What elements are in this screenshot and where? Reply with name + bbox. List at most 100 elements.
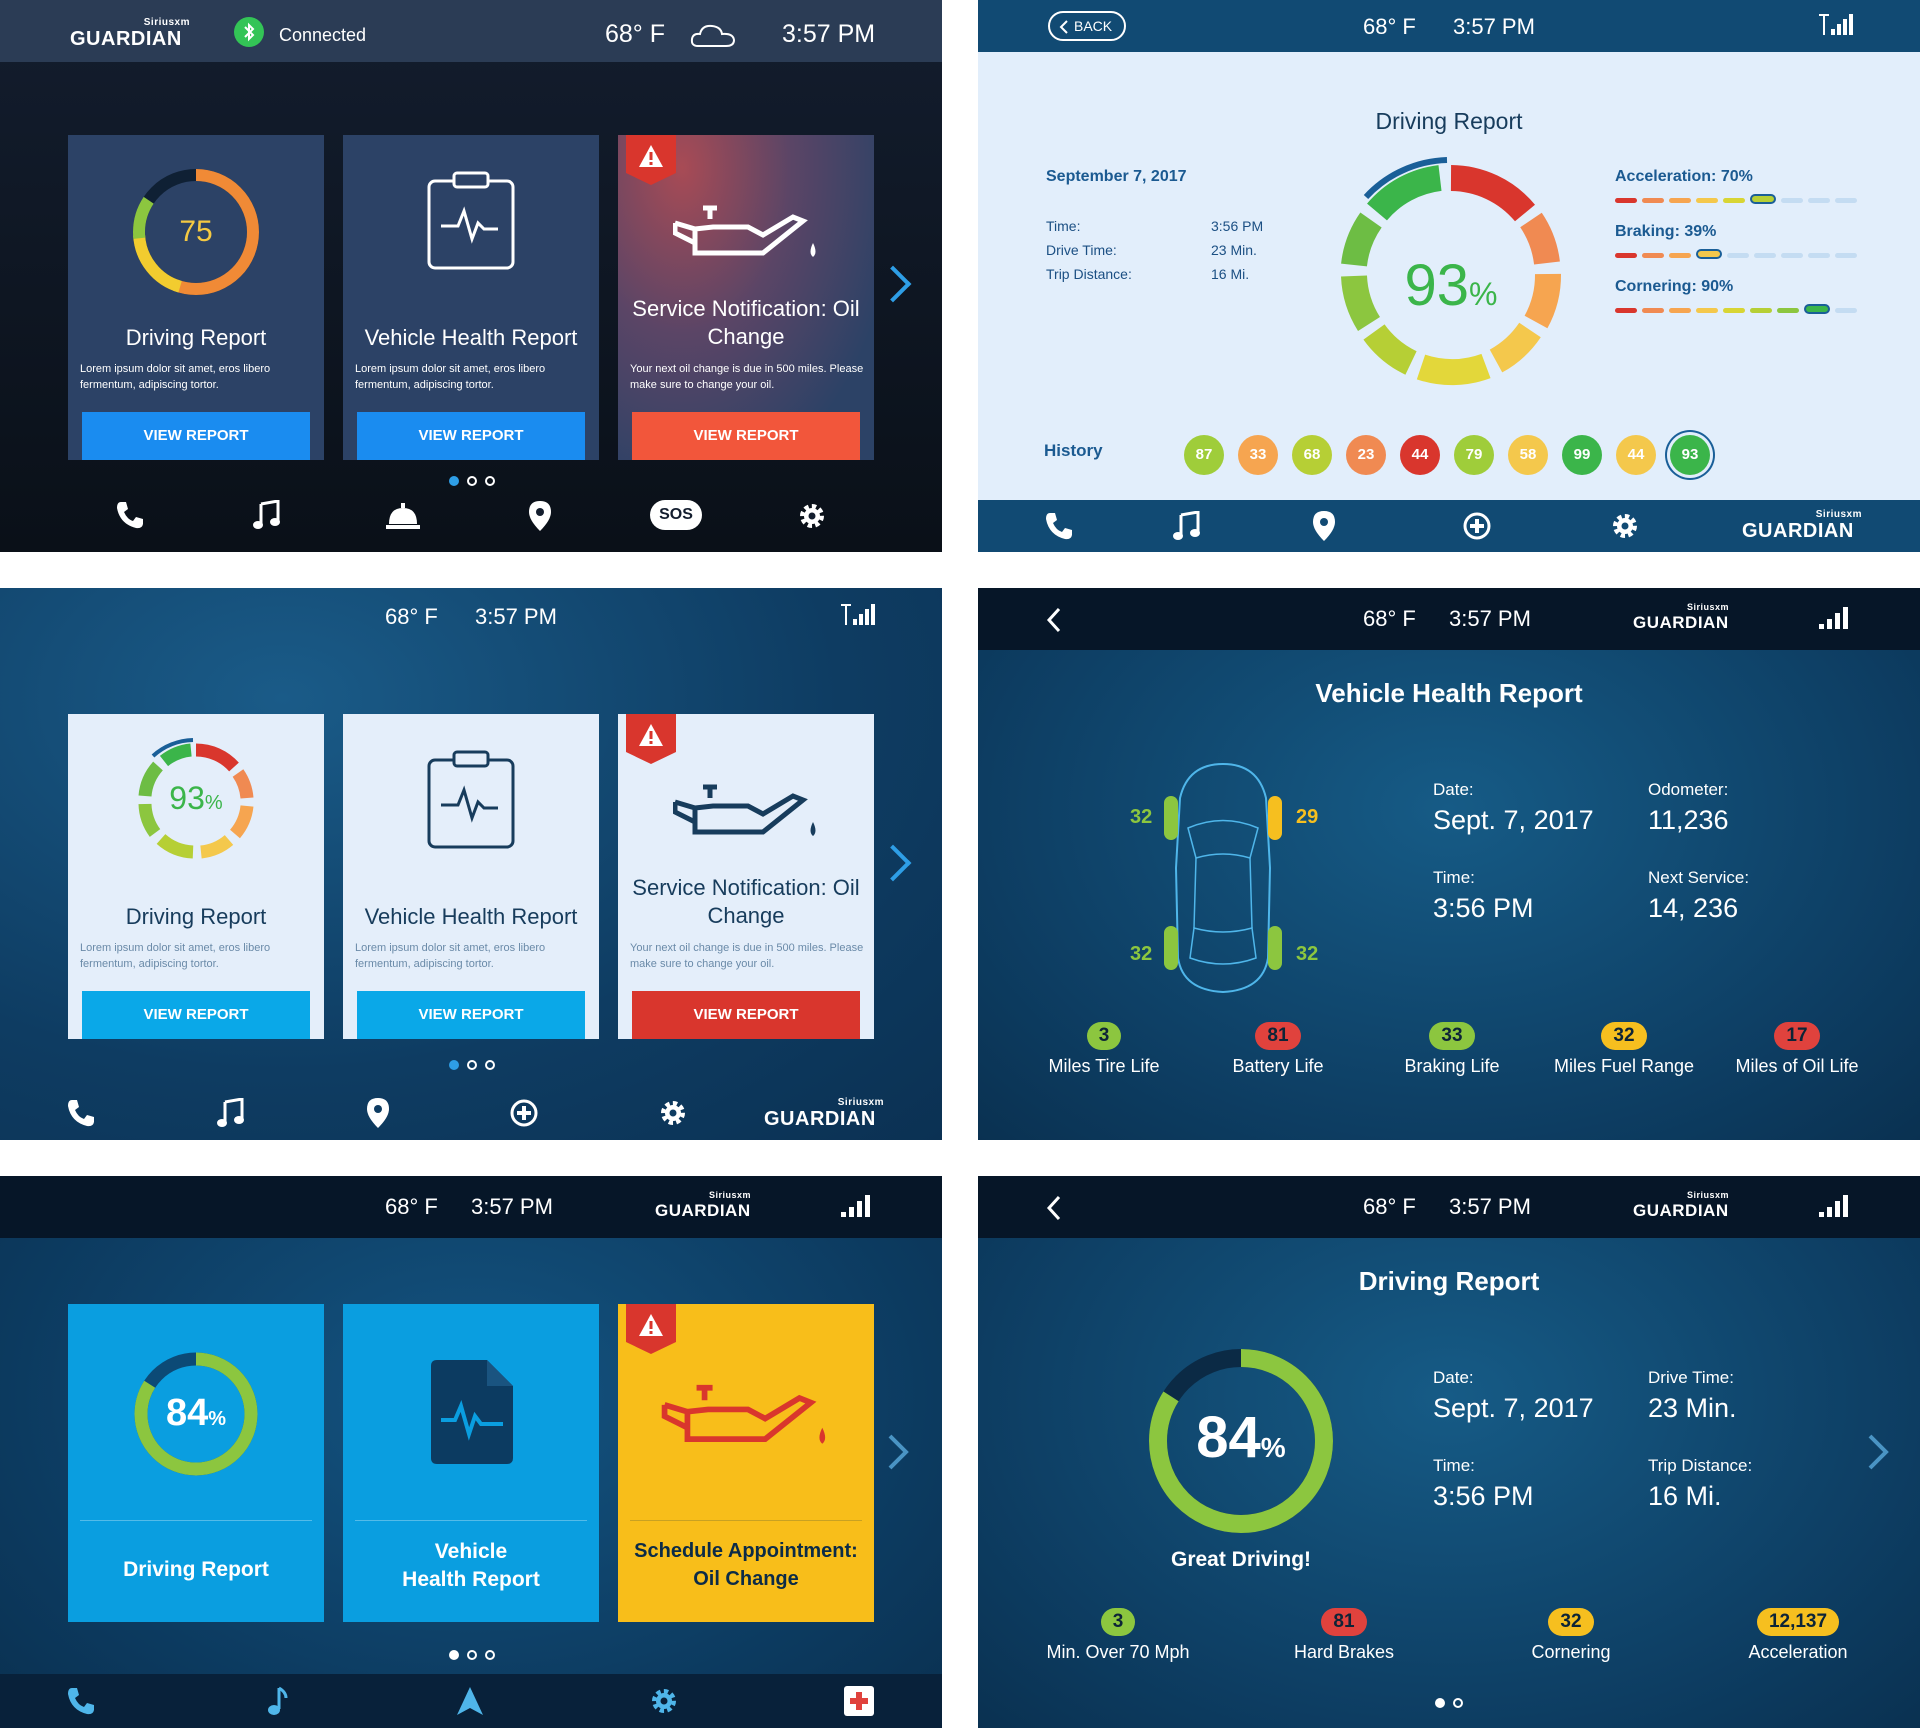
oil-change-card[interactable]: Service Notification: Oil Change Your ne…	[618, 135, 874, 460]
location-pin-icon[interactable]	[366, 1097, 390, 1129]
logo-small-text: Siriusxm	[837, 1097, 884, 1108]
add-circle-icon[interactable]	[1462, 511, 1492, 541]
page-dot[interactable]	[467, 1060, 477, 1070]
page-dot[interactable]	[1453, 1698, 1463, 1708]
metric-segment	[1669, 198, 1691, 203]
schedule-appointment-tile[interactable]: Schedule Appointment: Oil Change	[618, 1304, 874, 1622]
page-dot[interactable]	[449, 1060, 459, 1070]
next-page-chevron-icon[interactable]	[886, 1432, 910, 1472]
logo-name-text: GUARDIAN	[655, 1201, 751, 1220]
back-label: BACK	[1074, 18, 1113, 34]
view-report-button[interactable]: VIEW REPORT	[632, 412, 860, 460]
driving-report-card[interactable]: 93% Driving Report Lorem ipsum dolor sit…	[68, 714, 324, 1039]
add-circle-icon[interactable]	[509, 1098, 539, 1128]
connection-status: Connected	[279, 25, 367, 45]
status-bar: 68° F 3:57 PM Siriusxm GUARDIAN	[978, 588, 1920, 650]
vehicle-health-card[interactable]: Vehicle Health Report Lorem ipsum dolor …	[343, 714, 599, 1039]
page-dot[interactable]	[449, 476, 459, 486]
metric-segment	[1615, 198, 1637, 203]
view-report-button[interactable]: VIEW REPORT	[82, 991, 310, 1039]
page-indicator[interactable]	[1435, 1698, 1463, 1708]
vehicle-health-tile[interactable]: Vehicle Health Report	[343, 1304, 599, 1622]
page-indicator[interactable]	[449, 1060, 495, 1070]
page-dot[interactable]	[449, 1650, 459, 1660]
medical-cross-icon[interactable]	[844, 1686, 874, 1716]
concierge-bell-icon[interactable]	[385, 500, 421, 530]
logo-small-text: Siriusxm	[1686, 602, 1729, 612]
temperature: 68° F	[605, 20, 666, 48]
panel-driving-report-detail: 68° F 3:57 PM Siriusxm GUARDIAN Driving …	[978, 1176, 1920, 1728]
history-score[interactable]: 33	[1238, 435, 1278, 475]
view-report-button[interactable]: VIEW REPORT	[357, 991, 585, 1039]
page-title: Vehicle Health Report	[1315, 678, 1583, 708]
view-report-button[interactable]: VIEW REPORT	[632, 991, 860, 1039]
back-chevron-icon[interactable]	[1046, 607, 1062, 633]
stat-label: Acceleration	[1748, 1642, 1848, 1662]
driving-report-card[interactable]: 75 Driving Report Lorem ipsum dolor sit …	[68, 135, 324, 460]
next-page-chevron-icon[interactable]	[874, 265, 912, 303]
phone-icon[interactable]	[115, 500, 145, 530]
driving-report-tile[interactable]: 84% Driving Report	[68, 1304, 324, 1622]
phone-icon[interactable]	[66, 1686, 96, 1716]
stat-value-pill: 3	[1100, 1608, 1136, 1636]
phone-icon[interactable]	[1044, 511, 1074, 541]
history-score[interactable]: 79	[1454, 435, 1494, 475]
navigation-arrow-icon[interactable]	[456, 1686, 484, 1716]
view-report-button[interactable]: VIEW REPORT	[82, 412, 310, 460]
page-dot[interactable]	[485, 476, 495, 486]
stat-value-pill: 3	[1086, 1022, 1122, 1050]
signal-strength-icon	[841, 1195, 870, 1217]
oil-change-card[interactable]: Service Notification: Oil Change Your ne…	[618, 714, 874, 1039]
metric-label: Acceleration: 70%	[1615, 168, 1753, 185]
guardian-logo: Siriusxm GUARDIAN	[1633, 602, 1729, 633]
phone-icon[interactable]	[66, 1098, 96, 1128]
location-pin-icon[interactable]	[528, 500, 552, 532]
view-report-button[interactable]: VIEW REPORT	[357, 412, 585, 460]
score-number: 84	[1196, 1405, 1261, 1470]
settings-gear-icon[interactable]	[649, 1686, 679, 1716]
page-title: Driving Report	[1375, 108, 1523, 134]
status-bar: BACK 68° F 3:57 PM	[978, 0, 1920, 52]
music-icon[interactable]	[252, 500, 280, 530]
music-note-icon[interactable]	[264, 1686, 288, 1716]
history-score[interactable]: 93	[1670, 435, 1710, 475]
history-score[interactable]: 44	[1400, 435, 1440, 475]
page-indicator[interactable]	[449, 476, 495, 486]
driving-score: 84%	[68, 1392, 324, 1435]
page-dot[interactable]	[467, 476, 477, 486]
signal-strength-icon	[1819, 1195, 1848, 1217]
status-bar: Siriusxm GUARDIAN Connected 68° F 3:57 P…	[0, 0, 942, 62]
vehicle-health-card[interactable]: Vehicle Health Report Lorem ipsum dolor …	[343, 135, 599, 460]
page-dot[interactable]	[467, 1650, 477, 1660]
temperature: 68° F	[1363, 606, 1416, 631]
back-button[interactable]: BACK	[1048, 11, 1126, 41]
metric-segment	[1754, 253, 1776, 258]
page-dot[interactable]	[485, 1650, 495, 1660]
settings-gear-icon[interactable]	[658, 1098, 688, 1128]
sos-button[interactable]: SOS	[650, 500, 702, 530]
history-score[interactable]: 44	[1616, 435, 1656, 475]
info-value: 3:56 PM	[1433, 893, 1534, 923]
next-page-chevron-icon[interactable]	[1866, 1432, 1890, 1472]
settings-gear-icon[interactable]	[1610, 511, 1640, 541]
card-description: Lorem ipsum dolor sit amet, eros libero …	[355, 942, 546, 970]
next-page-chevron-icon[interactable]	[874, 844, 912, 882]
music-icon[interactable]	[1172, 511, 1200, 541]
back-chevron-icon[interactable]	[1046, 1195, 1062, 1221]
settings-gear-icon[interactable]	[797, 501, 827, 531]
history-score[interactable]: 87	[1184, 435, 1224, 475]
clock: 3:57 PM	[1449, 606, 1531, 631]
page-indicator[interactable]	[449, 1650, 495, 1660]
history-score[interactable]: 68	[1292, 435, 1332, 475]
history-score[interactable]: 23	[1346, 435, 1386, 475]
page-dot[interactable]	[1435, 1698, 1445, 1708]
page-dot[interactable]	[485, 1060, 495, 1070]
temperature: 68° F	[385, 1194, 438, 1219]
stat-label: Cornering	[1531, 1642, 1611, 1662]
stat-item: 3 Miles Tire Life	[1004, 1022, 1204, 1092]
history-score[interactable]: 99	[1562, 435, 1602, 475]
history-score[interactable]: 58	[1508, 435, 1548, 475]
info-label: Date:	[1433, 780, 1474, 799]
location-pin-icon[interactable]	[1312, 510, 1336, 542]
music-icon[interactable]	[216, 1098, 244, 1128]
